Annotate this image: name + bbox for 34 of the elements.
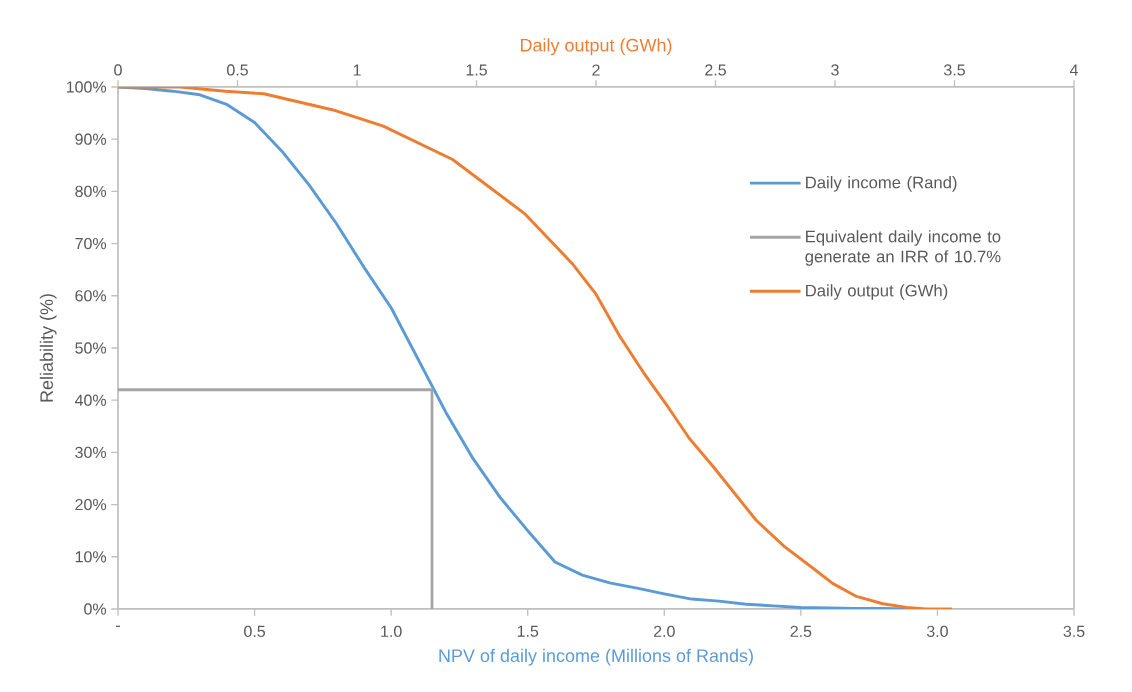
y-tick-label: 30% [75, 446, 107, 459]
x2-tick-label: 1 [353, 64, 361, 76]
y-tick-label: 0% [84, 603, 107, 615]
y-tick-label: 20% [75, 498, 107, 511]
legend-label: Daily income (Rand) [806, 176, 957, 192]
y-tick-label: 70% [75, 237, 107, 250]
y-tick-label: 10% [75, 551, 107, 563]
x2-tick-label: 0 [114, 64, 122, 76]
y-tick-label: 60% [75, 290, 107, 302]
x2-tick-label: 1.5 [466, 64, 487, 76]
x-tick-label: 0.5 [244, 625, 266, 638]
y-tick-label: 40% [74, 394, 107, 406]
x-tick-label: 1.0 [381, 625, 402, 638]
x2-tick-label: 2.5 [705, 64, 726, 76]
y-axis-title: Reliability (%) [39, 294, 57, 402]
x2-tick-label: 3.5 [943, 64, 965, 76]
y-tick-label: 50% [75, 342, 107, 354]
y-tick-label: 100% [66, 81, 107, 93]
x-tick-label: 3.0 [926, 625, 948, 638]
x2-tick-label: 0.5 [227, 64, 248, 76]
x2-tick-label: 2 [592, 64, 600, 76]
x-tick-label: 3.5 [1063, 625, 1085, 638]
legend-label: Equivalent daily income to generate an IRR of 10.7% [805, 230, 1001, 266]
y-tick-label: 90% [75, 133, 107, 145]
x-axis-title: NPV of daily income (Millions of Rands) [439, 648, 753, 666]
x2-tick-label: 3 [831, 64, 839, 76]
x-tick-label: 1.5 [517, 625, 539, 637]
x2-axis-title: Daily output (GWh) [520, 38, 672, 56]
x-tick-label: - [116, 625, 120, 627]
x-tick-label: 2.0 [653, 625, 675, 638]
x-tick-label: 2.5 [790, 625, 812, 638]
x2-tick-label: 4 [1069, 64, 1078, 76]
legend-label: Daily output (GWh) [806, 284, 948, 300]
y-tick-label: 80% [75, 185, 107, 198]
